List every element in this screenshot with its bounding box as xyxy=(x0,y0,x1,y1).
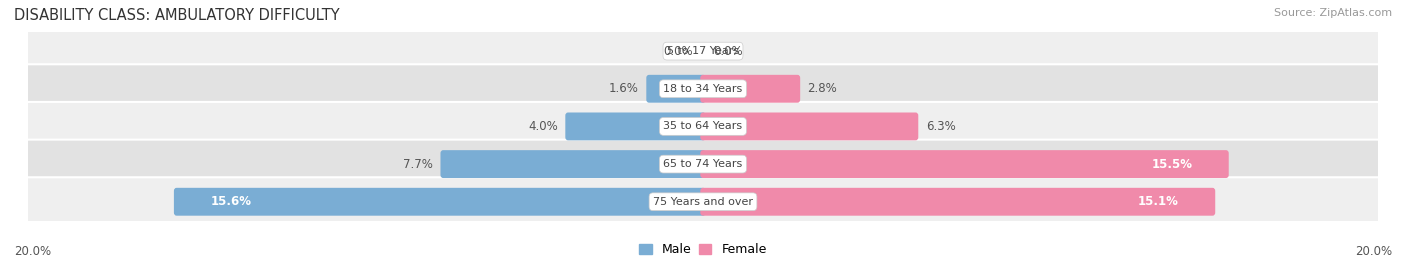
Text: 2.8%: 2.8% xyxy=(807,82,838,95)
Text: 15.6%: 15.6% xyxy=(211,195,252,208)
FancyBboxPatch shape xyxy=(700,150,1229,178)
Text: 20.0%: 20.0% xyxy=(14,245,51,258)
Text: 1.6%: 1.6% xyxy=(609,82,638,95)
Legend: Male, Female: Male, Female xyxy=(634,238,772,261)
FancyBboxPatch shape xyxy=(700,188,1215,216)
FancyBboxPatch shape xyxy=(22,102,1384,151)
FancyBboxPatch shape xyxy=(647,75,706,103)
Text: 5 to 17 Years: 5 to 17 Years xyxy=(666,46,740,56)
Text: 75 Years and over: 75 Years and over xyxy=(652,197,754,207)
FancyBboxPatch shape xyxy=(565,112,706,140)
Text: 7.7%: 7.7% xyxy=(404,158,433,171)
FancyBboxPatch shape xyxy=(22,140,1384,189)
Text: Source: ZipAtlas.com: Source: ZipAtlas.com xyxy=(1274,8,1392,18)
FancyBboxPatch shape xyxy=(700,75,800,103)
Text: DISABILITY CLASS: AMBULATORY DIFFICULTY: DISABILITY CLASS: AMBULATORY DIFFICULTY xyxy=(14,8,340,23)
Text: 0.0%: 0.0% xyxy=(664,45,693,58)
Text: 20.0%: 20.0% xyxy=(1355,245,1392,258)
FancyBboxPatch shape xyxy=(174,188,706,216)
Text: 65 to 74 Years: 65 to 74 Years xyxy=(664,159,742,169)
Text: 4.0%: 4.0% xyxy=(529,120,558,133)
FancyBboxPatch shape xyxy=(700,112,918,140)
Text: 15.5%: 15.5% xyxy=(1152,158,1192,171)
Text: 6.3%: 6.3% xyxy=(925,120,956,133)
Text: 18 to 34 Years: 18 to 34 Years xyxy=(664,84,742,94)
FancyBboxPatch shape xyxy=(22,64,1384,113)
Text: 15.1%: 15.1% xyxy=(1137,195,1178,208)
Text: 35 to 64 Years: 35 to 64 Years xyxy=(664,121,742,132)
FancyBboxPatch shape xyxy=(22,177,1384,226)
Text: 0.0%: 0.0% xyxy=(713,45,742,58)
FancyBboxPatch shape xyxy=(440,150,706,178)
FancyBboxPatch shape xyxy=(22,27,1384,76)
